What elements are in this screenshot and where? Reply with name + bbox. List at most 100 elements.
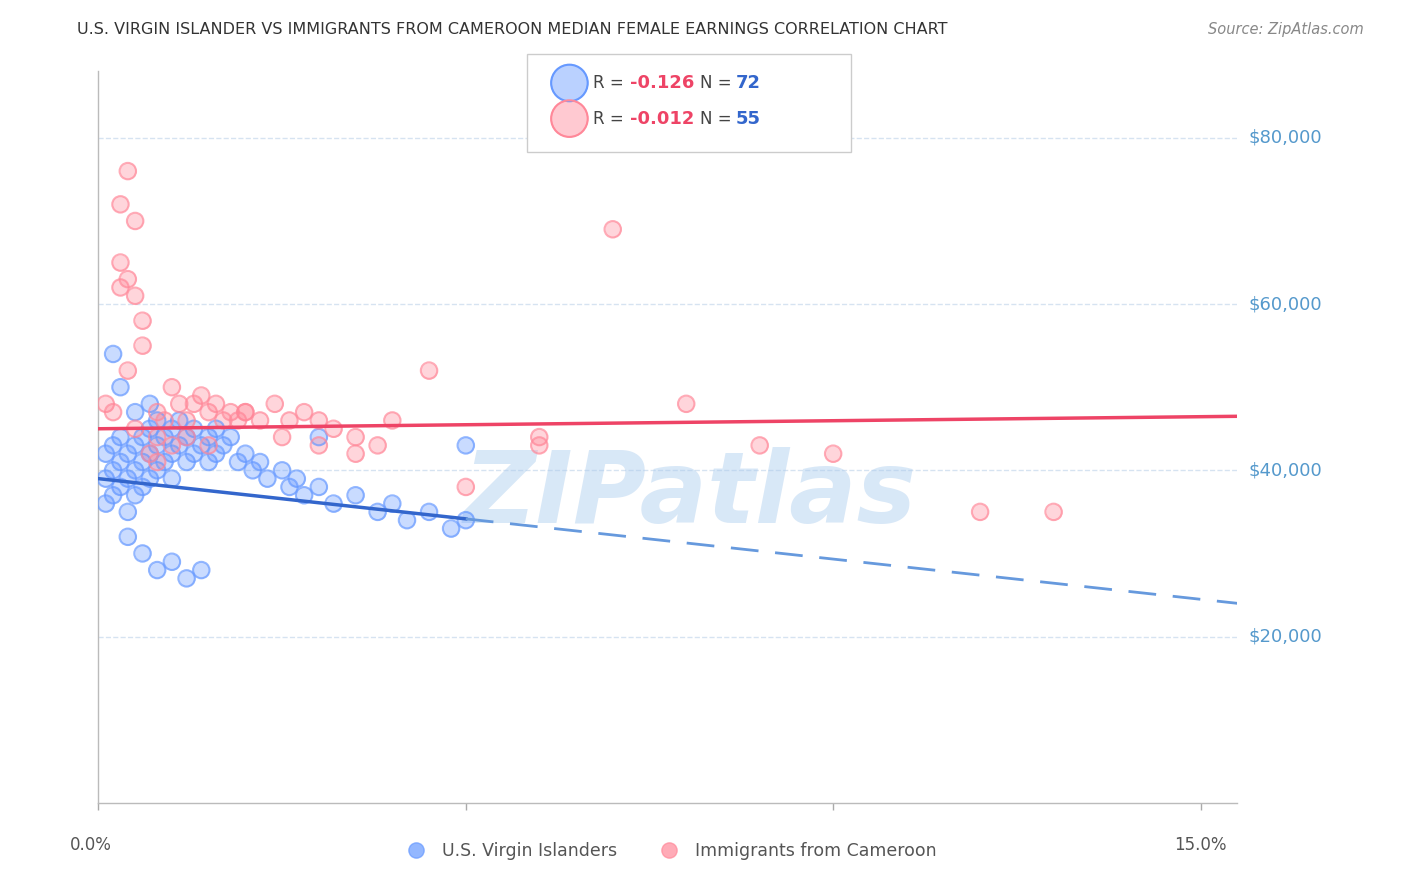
Point	[344, 430, 367, 444]
Point	[94, 447, 117, 461]
Point	[367, 438, 389, 452]
Point	[308, 438, 330, 452]
Point	[124, 214, 146, 228]
Point	[167, 438, 190, 452]
Point	[94, 497, 117, 511]
Point	[235, 447, 257, 461]
Point	[278, 480, 301, 494]
Text: -0.012: -0.012	[630, 110, 695, 128]
Point	[249, 413, 271, 427]
Point	[440, 521, 463, 535]
Point	[160, 380, 183, 394]
Point	[160, 472, 183, 486]
Point	[101, 405, 124, 419]
Text: -0.126: -0.126	[630, 74, 695, 92]
Point	[167, 438, 190, 452]
Point	[322, 497, 344, 511]
Point	[94, 497, 117, 511]
Point	[367, 438, 389, 452]
Point	[146, 405, 169, 419]
Point	[131, 314, 153, 328]
Point	[110, 197, 132, 211]
Point	[529, 438, 551, 452]
Point	[205, 422, 228, 436]
Point	[823, 447, 845, 461]
Point	[748, 438, 770, 452]
Point	[153, 455, 176, 469]
Point	[139, 472, 162, 486]
Point	[153, 430, 176, 444]
Point	[242, 463, 264, 477]
Point	[167, 397, 190, 411]
Point	[131, 480, 153, 494]
Point	[146, 430, 169, 444]
Point	[101, 463, 124, 477]
Point	[131, 546, 153, 560]
Point	[271, 430, 294, 444]
Point	[101, 405, 124, 419]
Point	[124, 438, 146, 452]
Point	[183, 447, 205, 461]
Point	[381, 413, 404, 427]
Point	[263, 397, 285, 411]
Point	[153, 430, 176, 444]
Point	[235, 405, 257, 419]
Point	[153, 455, 176, 469]
Point	[969, 505, 991, 519]
Point	[235, 405, 257, 419]
Point	[212, 413, 235, 427]
Point	[146, 455, 169, 469]
Point	[454, 513, 477, 527]
Point	[176, 571, 198, 585]
Point	[160, 555, 183, 569]
Point	[139, 397, 162, 411]
Point	[139, 447, 162, 461]
Point	[235, 405, 257, 419]
Point	[344, 447, 367, 461]
Point	[146, 438, 169, 452]
Point	[454, 480, 477, 494]
Point	[285, 472, 308, 486]
Point	[183, 422, 205, 436]
Point	[308, 430, 330, 444]
Point	[529, 430, 551, 444]
Point	[176, 413, 198, 427]
Point	[205, 447, 228, 461]
Point	[146, 413, 169, 427]
Point	[190, 563, 212, 577]
Point	[278, 413, 301, 427]
Point	[197, 438, 219, 452]
Point	[418, 505, 440, 519]
Point	[124, 488, 146, 502]
Text: Source: ZipAtlas.com: Source: ZipAtlas.com	[1208, 22, 1364, 37]
Point	[160, 447, 183, 461]
Point	[139, 397, 162, 411]
Point	[101, 347, 124, 361]
Text: 72: 72	[735, 74, 761, 92]
Point	[117, 164, 139, 178]
Point	[176, 430, 198, 444]
Point	[395, 513, 418, 527]
Text: U.S. VIRGIN ISLANDER VS IMMIGRANTS FROM CAMEROON MEDIAN FEMALE EARNINGS CORRELAT: U.S. VIRGIN ISLANDER VS IMMIGRANTS FROM …	[77, 22, 948, 37]
Point	[1042, 505, 1064, 519]
Point	[308, 480, 330, 494]
Point	[292, 405, 315, 419]
Point	[235, 447, 257, 461]
Point	[124, 488, 146, 502]
Point	[124, 463, 146, 477]
Point	[176, 571, 198, 585]
Point	[263, 397, 285, 411]
Point	[146, 455, 169, 469]
Text: ZIPatlas: ZIPatlas	[464, 447, 917, 544]
Point	[176, 413, 198, 427]
Point	[117, 363, 139, 377]
Point	[167, 413, 190, 427]
Point	[197, 438, 219, 452]
Point	[344, 488, 367, 502]
Point	[205, 397, 228, 411]
Point	[146, 463, 169, 477]
Text: $60,000: $60,000	[1249, 295, 1322, 313]
Point	[367, 505, 389, 519]
Text: 0.0%: 0.0%	[70, 836, 112, 854]
Point	[153, 413, 176, 427]
